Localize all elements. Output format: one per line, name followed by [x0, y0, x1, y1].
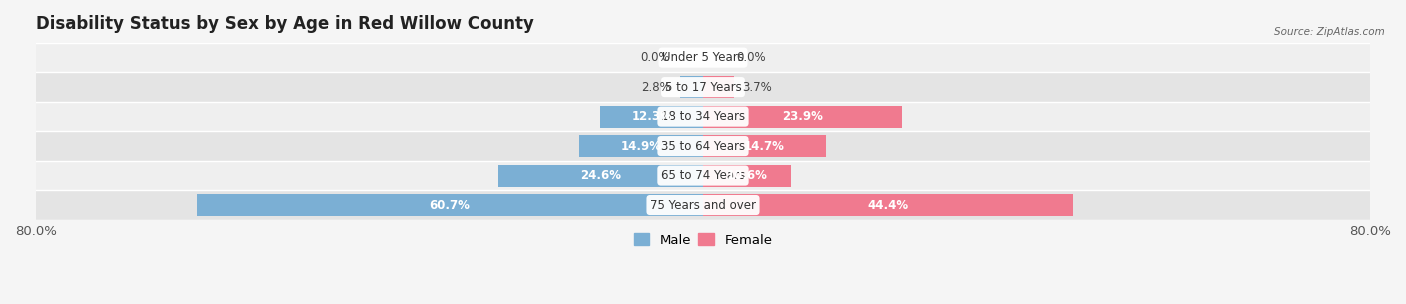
Text: 0.0%: 0.0% — [737, 51, 766, 64]
Text: 5 to 17 Years: 5 to 17 Years — [665, 81, 741, 94]
Text: 24.6%: 24.6% — [579, 169, 621, 182]
Text: 44.4%: 44.4% — [868, 199, 908, 212]
Text: 12.3%: 12.3% — [631, 110, 672, 123]
Bar — [703, 164, 792, 187]
Text: 10.6%: 10.6% — [727, 169, 768, 182]
Bar — [197, 194, 703, 216]
Text: 75 Years and over: 75 Years and over — [650, 199, 756, 212]
Bar — [498, 164, 703, 187]
Text: Source: ZipAtlas.com: Source: ZipAtlas.com — [1274, 27, 1385, 37]
Text: 3.7%: 3.7% — [742, 81, 772, 94]
Bar — [703, 105, 903, 128]
Text: Under 5 Years: Under 5 Years — [662, 51, 744, 64]
Bar — [37, 43, 1369, 72]
Legend: Male, Female: Male, Female — [628, 228, 778, 252]
Text: 23.9%: 23.9% — [782, 110, 823, 123]
Text: 0.0%: 0.0% — [640, 51, 669, 64]
Bar — [600, 105, 703, 128]
Text: 18 to 34 Years: 18 to 34 Years — [661, 110, 745, 123]
Text: 14.7%: 14.7% — [744, 140, 785, 153]
Bar — [37, 161, 1369, 190]
Bar — [37, 72, 1369, 102]
Bar — [579, 135, 703, 157]
Text: 14.9%: 14.9% — [620, 140, 661, 153]
Text: Disability Status by Sex by Age in Red Willow County: Disability Status by Sex by Age in Red W… — [37, 15, 534, 33]
Text: 2.8%: 2.8% — [641, 81, 671, 94]
Bar — [703, 135, 825, 157]
Bar — [703, 194, 1073, 216]
Bar — [37, 131, 1369, 161]
Bar — [703, 76, 734, 98]
Bar — [37, 102, 1369, 131]
Bar — [37, 190, 1369, 220]
Bar — [679, 76, 703, 98]
Text: 35 to 64 Years: 35 to 64 Years — [661, 140, 745, 153]
Text: 60.7%: 60.7% — [429, 199, 471, 212]
Text: 65 to 74 Years: 65 to 74 Years — [661, 169, 745, 182]
